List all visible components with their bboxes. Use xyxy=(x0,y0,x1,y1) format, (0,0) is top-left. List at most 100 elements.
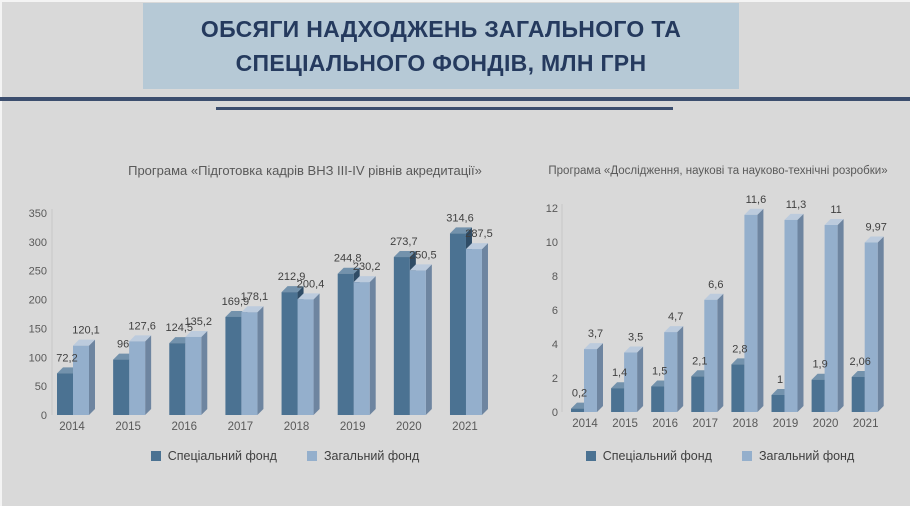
bar-general-fund-2019 xyxy=(784,213,804,412)
y-tick-label: 300 xyxy=(29,237,47,249)
bar-top-face xyxy=(864,236,884,243)
bar-general-fund-2017 xyxy=(704,293,724,412)
bar-top-face xyxy=(337,267,360,274)
bar-top-face xyxy=(297,293,320,300)
bar-front-face xyxy=(449,233,466,415)
bar-front-face xyxy=(225,316,242,415)
bar-front-face xyxy=(281,292,298,415)
bar-value-label: 127,6 xyxy=(128,320,156,332)
bar-value-label: 11,3 xyxy=(786,199,807,211)
y-tick-label: 2 xyxy=(552,373,558,385)
header-accent-rule xyxy=(216,107,673,110)
bar-front-face xyxy=(584,349,597,412)
bar-front-face xyxy=(169,343,186,415)
bar-front-face xyxy=(731,364,745,412)
bar-top-face xyxy=(824,219,844,225)
bar-value-label: 3,5 xyxy=(628,332,643,344)
legend-swatch-general-fund xyxy=(741,451,752,461)
bar-front-face xyxy=(241,312,258,415)
bar-top-face xyxy=(664,326,684,333)
header-rule xyxy=(0,97,910,101)
bar-value-label: 244,8 xyxy=(334,253,362,265)
bar-value-label: 2,8 xyxy=(732,343,747,355)
bar-value-label: 9,97 xyxy=(865,222,886,234)
bar-front-face xyxy=(771,395,785,412)
y-tick-label: 10 xyxy=(546,237,558,249)
bar-top-face xyxy=(353,276,376,283)
bar-value-label: 230,2 xyxy=(353,261,381,273)
bar-value-label: 1,5 xyxy=(652,366,667,378)
bar-side-face xyxy=(89,339,95,415)
bar-value-label: 1 xyxy=(777,374,783,386)
bar-top-face xyxy=(281,286,304,293)
right-chart-plot: 0 2 4 6 8 10 12 2014 2015 2016 2017 2018 2019 2020 202… xyxy=(546,194,887,430)
bar-top-face xyxy=(784,213,804,220)
bar-front-face xyxy=(393,257,410,415)
bar-front-face xyxy=(297,299,314,415)
bar-top-face xyxy=(409,264,432,271)
bar-side-face xyxy=(145,335,152,415)
bar-side-face xyxy=(369,276,376,415)
bar-front-face xyxy=(651,386,665,412)
y-tick-label: 150 xyxy=(29,323,47,335)
bar-front-face xyxy=(691,376,705,412)
right-chart-title: Програма «Дослідження, наукові та науков… xyxy=(548,165,888,177)
legend-item-special-fund: Спеціальний фонд xyxy=(585,449,712,463)
bar-value-label: 0,2 xyxy=(572,388,587,400)
bar-front-face xyxy=(571,408,584,412)
bar-value-label: 1,4 xyxy=(612,367,627,379)
y-tick-label: 350 xyxy=(29,208,47,220)
bar-general-fund-2019 xyxy=(353,276,376,415)
bar-side-face xyxy=(257,306,264,415)
bar-value-label: 178,1 xyxy=(241,291,269,303)
bar-top-face xyxy=(624,346,644,353)
bar-front-face xyxy=(113,359,130,415)
x-category-label: 2021 xyxy=(853,418,879,430)
bar-value-label: 6,6 xyxy=(708,279,723,291)
bar-front-face xyxy=(811,379,825,412)
x-category-label: 2016 xyxy=(652,418,678,430)
y-tick-label: 100 xyxy=(29,352,47,364)
bar-value-label: 124,5 xyxy=(166,322,194,334)
bar-side-face xyxy=(481,243,488,415)
x-category-label: 2019 xyxy=(340,421,366,433)
bar-value-label: 287,5 xyxy=(465,228,493,240)
legend-label-special-fund: Спеціальний фонд xyxy=(167,449,277,463)
right-chart: Програма «Дослідження, наукові та науков… xyxy=(520,155,910,495)
bar-front-face xyxy=(353,282,370,415)
bar-value-label: 314,6 xyxy=(446,212,474,224)
bar-general-fund-2021 xyxy=(465,243,488,415)
legend-item-special-fund: Спеціальний фонд xyxy=(150,449,277,463)
bar-value-label: 169,9 xyxy=(222,296,250,308)
bar-top-face xyxy=(241,306,264,313)
bar-front-face xyxy=(851,376,865,412)
x-category-label: 2017 xyxy=(228,421,254,433)
x-category-label: 2020 xyxy=(396,421,422,433)
legend-item-general-fund: Загальний фонд xyxy=(306,449,419,463)
bar-front-face xyxy=(611,388,625,412)
page-title: ОБСЯГИ НАДХОДЖЕНЬ ЗАГАЛЬНОГО ТА СПЕЦІАЛЬ… xyxy=(143,3,739,89)
bar-front-face xyxy=(465,249,482,415)
bar-general-fund-2016 xyxy=(185,330,208,415)
y-tick-label: 8 xyxy=(552,271,558,283)
y-tick-label: 50 xyxy=(35,381,47,393)
bar-side-face xyxy=(597,343,603,412)
bar-value-label: 120,1 xyxy=(72,325,100,337)
bar-side-face xyxy=(797,213,804,412)
bar-value-label: 96 xyxy=(117,339,129,351)
bar-top-face xyxy=(185,330,208,337)
bar-side-face xyxy=(637,346,644,412)
bar-general-fund-2018 xyxy=(744,208,764,412)
bar-value-label: 273,7 xyxy=(390,236,418,248)
bar-top-face xyxy=(465,243,488,250)
legend-swatch-general-fund xyxy=(306,451,317,461)
bar-general-fund-2021 xyxy=(864,236,884,412)
bar-top-face xyxy=(73,339,95,346)
y-tick-label: 250 xyxy=(29,266,47,278)
bar-general-fund-2015 xyxy=(624,346,644,412)
bar-front-face xyxy=(784,219,798,412)
y-tick-label: 0 xyxy=(552,407,558,419)
bar-side-face xyxy=(877,236,884,412)
left-chart-title: Програма «Підготовка кадрів ВНЗ III-IV р… xyxy=(128,163,482,178)
legend-item-general-fund: Загальний фонд xyxy=(741,449,854,463)
